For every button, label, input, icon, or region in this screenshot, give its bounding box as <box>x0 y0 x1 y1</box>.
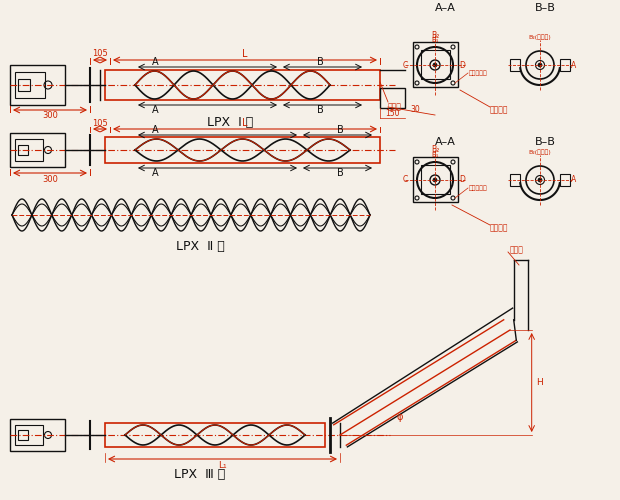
Text: B–B: B–B <box>534 3 556 13</box>
Text: A–A: A–A <box>435 3 456 13</box>
Bar <box>18 430 28 440</box>
Text: B₂: B₂ <box>431 146 439 154</box>
Text: B₁: B₁ <box>432 37 439 43</box>
Text: A: A <box>152 168 158 178</box>
Bar <box>380 88 405 108</box>
Text: B: B <box>317 105 324 115</box>
Bar <box>510 59 520 71</box>
Bar <box>15 139 43 161</box>
Text: D: D <box>459 176 465 184</box>
Bar <box>560 59 570 71</box>
Text: 300: 300 <box>42 174 58 184</box>
Text: 30: 30 <box>410 106 420 114</box>
Text: LPX  Ⅰ 型: LPX Ⅰ 型 <box>207 116 253 128</box>
Text: A–A: A–A <box>435 137 456 147</box>
Bar <box>10 133 65 167</box>
Bar <box>413 157 458 202</box>
Text: 电机连接孔: 电机连接孔 <box>469 185 488 191</box>
Circle shape <box>538 63 542 67</box>
Text: 105: 105 <box>92 50 108 58</box>
Circle shape <box>538 178 542 182</box>
Bar <box>510 174 520 186</box>
Bar <box>15 72 45 98</box>
Text: B–B: B–B <box>534 137 556 147</box>
Text: 电机连接孔: 电机连接孔 <box>469 70 488 76</box>
Bar <box>560 174 570 186</box>
Bar <box>105 423 325 447</box>
Bar <box>15 425 43 445</box>
Text: A: A <box>152 105 158 115</box>
Text: B₂(可自定): B₂(可自定) <box>529 34 551 40</box>
Text: B: B <box>337 168 343 178</box>
Text: B: B <box>337 125 343 135</box>
Bar <box>421 165 450 194</box>
Text: C: C <box>402 60 407 70</box>
Bar <box>18 79 30 91</box>
Bar <box>421 50 450 79</box>
Text: H: H <box>536 378 543 387</box>
Text: B₁: B₁ <box>432 152 439 158</box>
Text: B₂(可自定): B₂(可自定) <box>529 149 551 155</box>
Bar <box>10 419 65 451</box>
Bar <box>10 65 65 105</box>
Circle shape <box>433 63 437 67</box>
Text: 300: 300 <box>42 112 58 120</box>
Text: B₂: B₂ <box>431 30 439 40</box>
Text: D: D <box>459 60 465 70</box>
Bar <box>413 42 458 87</box>
Text: 排屑口: 排屑口 <box>388 102 402 112</box>
Bar <box>105 70 380 100</box>
Text: 联接法兰: 联接法兰 <box>490 106 508 114</box>
Text: A: A <box>152 125 158 135</box>
Text: B: B <box>317 57 324 67</box>
Bar <box>105 137 380 163</box>
Text: 联接法兰: 联接法兰 <box>490 224 508 232</box>
Text: φ: φ <box>397 412 403 422</box>
Text: L: L <box>242 118 248 128</box>
Text: L₁: L₁ <box>218 460 227 469</box>
Text: LPX  Ⅲ 型: LPX Ⅲ 型 <box>174 468 226 481</box>
Text: C: C <box>402 176 407 184</box>
Text: A: A <box>152 57 158 67</box>
Circle shape <box>433 178 437 182</box>
Text: A: A <box>572 60 577 70</box>
Text: LPX  Ⅱ 型: LPX Ⅱ 型 <box>175 240 224 254</box>
Bar <box>18 145 28 155</box>
Text: 150: 150 <box>385 110 399 118</box>
Text: L: L <box>242 49 248 59</box>
Text: 排屑口: 排屑口 <box>510 246 524 254</box>
Text: 105: 105 <box>92 118 108 128</box>
Text: A: A <box>572 176 577 184</box>
